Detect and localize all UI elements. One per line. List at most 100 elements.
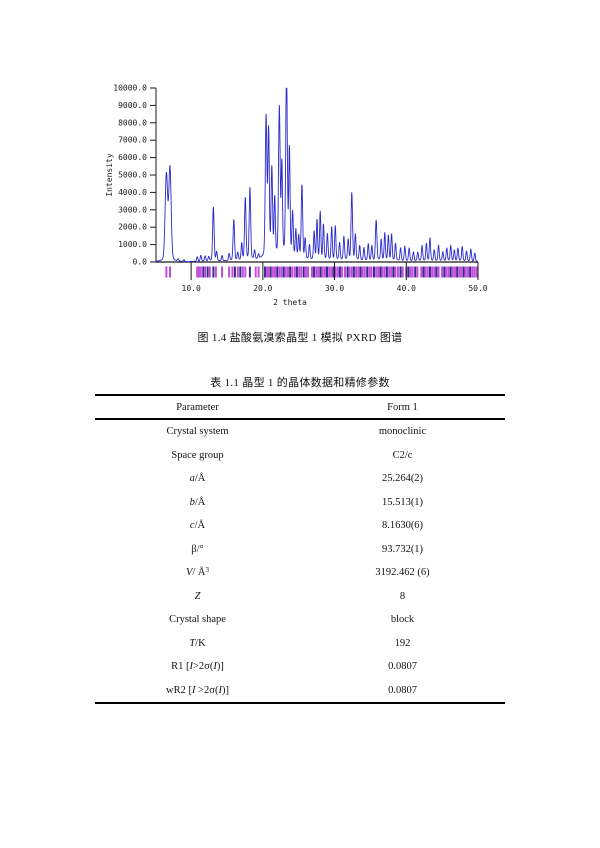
param-cell: Crystal system [95,420,300,444]
x-tick-label: 40.0 [397,284,416,293]
reflection-tick [334,266,337,278]
reflection-tick [375,266,378,278]
reflection-tick [338,266,341,278]
reflection-tick [311,266,313,278]
value-cell: 93.732(1) [381,543,424,555]
reflection-tick [196,266,199,278]
reflection-tick [416,266,419,278]
reflection-tick [284,266,287,278]
reflection-tick [208,266,211,278]
reflection-tick [467,266,469,278]
reflection-tick [291,266,294,278]
param-text: /Å [194,520,206,532]
reflection-tick [451,266,454,278]
reflection-tick [355,266,358,278]
param-text: Space group [171,449,224,461]
reflection-tick [352,266,355,278]
reflection-tick [385,266,388,278]
reflection-tick [422,266,425,278]
reflection-tick [221,266,223,278]
reflection-tick [317,266,320,278]
table-row: Crystal system monoclinic [95,420,505,444]
table-title: 表 1.1 晶型 1 的晶体数据和精修参数 [210,377,390,389]
value-cell: 0.0807 [388,661,417,673]
reflection-tick [469,266,472,278]
reflection-tick [198,266,200,278]
reflection-tick [274,266,276,278]
x-tick-label: 50.0 [468,284,487,293]
reflection-tick [298,266,301,278]
reflection-tick [399,266,402,278]
reflection-tick [248,266,251,278]
chart-axes: 0.0 1000.0 2000.0 3000.0 4000.0 5000.0 6000.0 7… [113,84,488,294]
reflection-tick [315,266,318,278]
reflection-tick [392,266,395,278]
value-cell: C2/c [392,449,413,461]
reflection-tick [265,266,268,278]
reflection-tick [267,266,270,278]
reflection-tick [307,266,309,278]
reflection-tick [426,266,429,278]
table-row: b/Å 15.513(1) [95,491,505,515]
reflection-tick [287,266,289,278]
reflection-tick [409,266,412,278]
reflection-tick [390,266,393,278]
param-cell: Crystal shape [95,608,300,632]
reflection-tick [370,266,373,278]
param-text: Z [194,590,201,602]
y-tick-label: 7000.0 [118,136,147,145]
reflection-tick [388,266,391,278]
reflection-tick [169,266,171,278]
reflection-tick [280,266,283,278]
table-row: wR2 [I >2σ(I)] 0.0807 [95,679,505,703]
reflection-tick [289,266,292,278]
reflection-tick [257,266,260,278]
reflection-tick [304,266,307,278]
reflection-tick [381,266,384,278]
reflection-tick [204,266,207,278]
pxrd-figure: 0.0 1000.0 2000.0 3000.0 4000.0 5000.0 6000.0 7… [0,0,600,320]
reflection-tick [165,266,168,278]
x-axis-label: 2 theta [273,298,307,307]
reflection-tick [373,266,375,278]
reflection-tick [341,266,344,278]
reflection-tick [435,266,438,278]
reflection-tick [394,266,397,278]
reflection-tick [458,266,461,278]
reflection-tick [471,266,474,278]
y-axis-label: Intensity [105,153,114,197]
reflection-tick [332,266,335,278]
param-cell: a/Å [95,467,300,491]
reflection-tick [214,266,217,278]
reflection-tick [323,266,326,278]
reflection-tick [361,266,364,278]
param-cell: Space group [95,444,300,468]
reflection-tick [300,266,303,278]
table-header-form1: Form 1 [387,401,418,413]
param-text: a [189,473,195,485]
reflection-tick [441,266,444,278]
y-tick-label: 6000.0 [118,153,147,162]
reflection-tick [368,266,371,278]
reflection-tick [336,266,339,278]
reflection-tick [420,266,423,278]
param-text: / Å [192,567,206,579]
param-text: >2σ( [193,661,214,673]
reflection-tick [431,266,434,278]
reflection-tick [383,266,386,278]
reflection-tick [326,266,328,278]
param-text: /Å [194,473,206,485]
reflection-tick [271,266,274,278]
reflection-tick [363,266,366,278]
reflection-tick [366,266,369,278]
reflection-tick [407,266,410,278]
reflection-tick [462,266,465,278]
param-text: Crystal shape [169,614,226,626]
param-cell: c/Å [95,514,300,538]
reflection-tick [282,266,285,278]
param-cell: β/° [95,538,300,562]
table-row: Space group C2/c [95,444,505,468]
pxrd-chart: 0.0 1000.0 2000.0 3000.0 4000.0 5000.0 6000.0 7… [105,84,488,308]
table-row: T/K 192 [95,632,505,656]
